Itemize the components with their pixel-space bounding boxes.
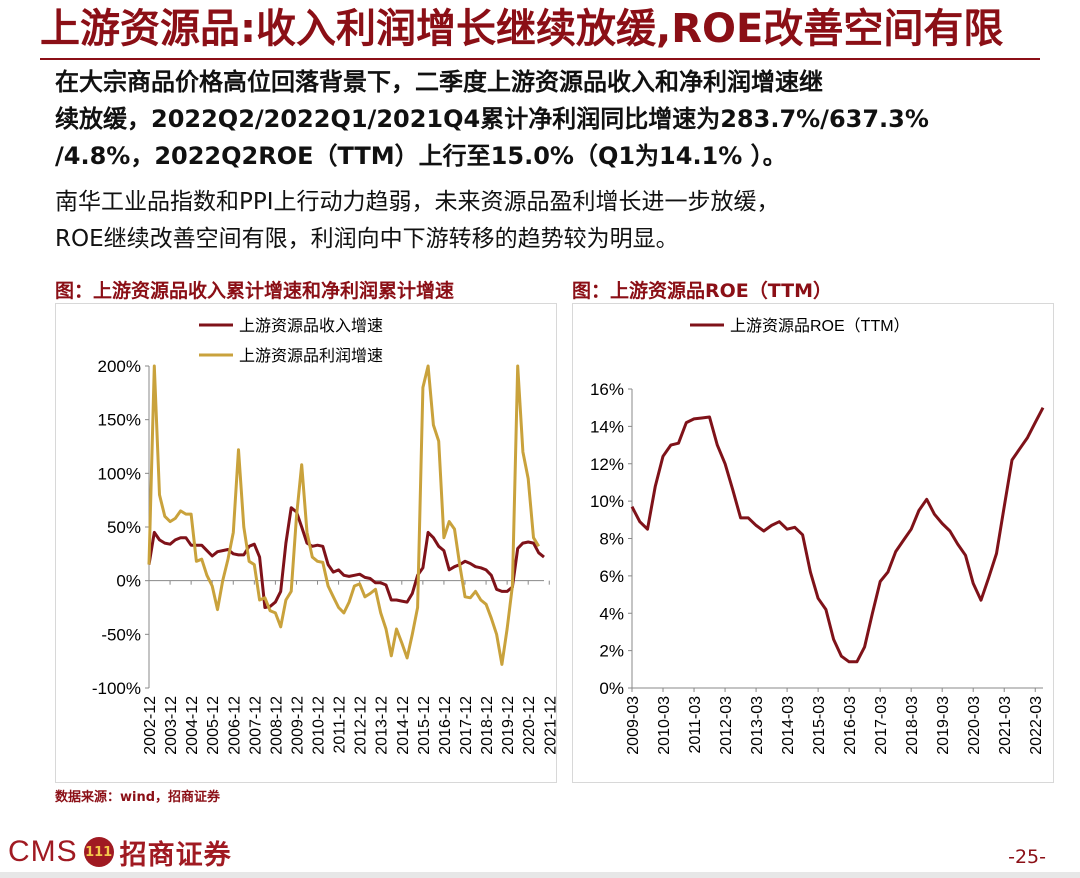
logo-mark-icon: 111 <box>83 837 114 867</box>
y-tick-label: 6% <box>599 567 624 586</box>
chart-right-title: 图：上游资源品ROE（TTM） <box>572 280 833 302</box>
x-tick-label: 2018-03 <box>904 696 921 755</box>
x-tick-label: 2010-03 <box>656 696 673 755</box>
series-line <box>147 364 540 666</box>
x-tick-label: 2011-03 <box>687 696 704 754</box>
x-tick-label: 2006-12 <box>226 696 243 755</box>
x-tick-label: 2007-12 <box>247 696 264 755</box>
y-tick-label: 150% <box>98 411 141 430</box>
legend-label: 上游资源品利润增速 <box>239 347 383 365</box>
x-tick-label: 2018-12 <box>479 696 496 755</box>
growth-line-chart: 200% 150% 100% 50% 0% -50% -100%2002-12 2003-12… <box>92 317 559 755</box>
title-divider <box>40 58 1040 60</box>
y-tick-label: 0% <box>116 572 141 591</box>
y-tick-label: 200% <box>98 357 141 376</box>
x-tick-label: 2020-03 <box>966 696 983 755</box>
y-tick-label: 16% <box>590 380 624 399</box>
x-tick-label: 2020-12 <box>521 696 538 755</box>
legend-label: 上游资源品收入增速 <box>239 317 383 335</box>
x-tick-label: 2022-03 <box>1028 696 1045 755</box>
y-tick-label: 14% <box>590 417 624 436</box>
x-tick-label: 2015-03 <box>811 696 828 755</box>
chart-right-frame: 16% 14% 12% 10% 8% 6% 4% 2% 0% 2009-03 2010-03 2011… <box>572 303 1054 783</box>
x-tick-label: 2002-12 <box>142 696 159 755</box>
x-tick-label: 2014-12 <box>395 696 412 755</box>
x-tick-label: 2013-12 <box>374 696 391 755</box>
x-tick-label: 2005-12 <box>205 696 222 755</box>
x-tick-label: 2017-03 <box>873 696 890 755</box>
chart-left-frame: 200% 150% 100% 50% 0% -50% -100% 2002-12 2003-12… <box>55 303 559 783</box>
y-tick-label: 4% <box>599 604 624 623</box>
x-tick-label: 2014-03 <box>780 696 797 755</box>
series-line <box>147 506 545 609</box>
lead-line: 在大宗商品价格高位回落背景下，二季度上游资源品收入和净利润增速继 <box>55 68 823 96</box>
logo-en: CMS <box>8 835 78 868</box>
x-tick-label: 2019-03 <box>935 696 952 755</box>
lead-line: /4.8%，2022Q2ROE（TTM）上行至15.0%（Q1为14.1% ）。 <box>55 142 787 170</box>
x-tick-label: 2021-03 <box>997 696 1014 755</box>
footer-bar <box>0 872 1080 878</box>
y-tick-label: 50% <box>107 518 141 537</box>
y-tick-label: 10% <box>590 492 624 511</box>
sub-line: 南华工业品指数和PPI上行动力趋弱，未来资源品盈利增长进一步放缓， <box>55 189 780 215</box>
x-tick-label: 2013-03 <box>749 696 766 755</box>
x-tick-label: 2008-12 <box>268 696 285 755</box>
cms-logo: CMS 111 招商证券 <box>8 834 232 871</box>
x-tick-label: 2016-03 <box>842 696 859 755</box>
x-tick-label: 2012-12 <box>353 696 370 755</box>
slide-title: 上游资源品:收入利润增长继续放缓,ROE改善空间有限 <box>40 6 1004 52</box>
x-tick-label: 2003-12 <box>163 696 180 755</box>
chart-left-title: 图：上游资源品收入累计增速和净利润累计增速 <box>55 280 455 302</box>
y-tick-label: 8% <box>599 530 624 549</box>
legend-label: 上游资源品ROE（TTM） <box>730 317 910 335</box>
sub-line: ROE继续改善空间有限，利润向中下游转移的趋势较为明显。 <box>55 226 679 252</box>
x-tick-label: 2019-12 <box>500 696 517 755</box>
y-tick-label: 12% <box>590 455 624 474</box>
x-tick-label: 2015-12 <box>416 696 433 755</box>
x-tick-label: 2011-12 <box>332 696 349 754</box>
x-tick-label: 2004-12 <box>184 696 201 755</box>
x-tick-label: 2010-12 <box>311 696 328 755</box>
roe-line-chart: 16% 14% 12% 10% 8% 6% 4% 2% 0%2009-03 2010-03 2011… <box>590 317 1045 755</box>
logo-cn: 招商证券 <box>119 839 232 871</box>
x-tick-label: 2017-12 <box>458 696 475 755</box>
data-source: 数据来源：wind，招商证券 <box>55 790 221 805</box>
lead-line: 续放缓，2022Q2/2022Q1/2021Q4累计净利润同比增速为283.7%… <box>55 105 929 133</box>
y-tick-label: 2% <box>599 642 624 661</box>
x-tick-label: 2009-12 <box>289 696 306 755</box>
y-tick-label: 0% <box>599 679 624 698</box>
page-number: -25- <box>1008 846 1046 868</box>
y-tick-label: -100% <box>92 679 141 698</box>
x-tick-label: 2012-03 <box>718 696 735 755</box>
y-tick-label: -50% <box>101 625 141 644</box>
series-line <box>630 407 1045 664</box>
y-tick-label: 100% <box>98 464 141 483</box>
x-tick-label: 2009-03 <box>625 696 642 755</box>
sub-paragraph: 南华工业品指数和PPI上行动力趋弱，未来资源品盈利增长进一步放缓， ROE继续改… <box>55 184 1045 258</box>
x-tick-label: 2021-12 <box>542 696 556 755</box>
lead-paragraph: 在大宗商品价格高位回落背景下，二季度上游资源品收入和净利润增速继 续放缓，202… <box>55 64 1045 175</box>
x-tick-label: 2016-12 <box>437 696 454 755</box>
